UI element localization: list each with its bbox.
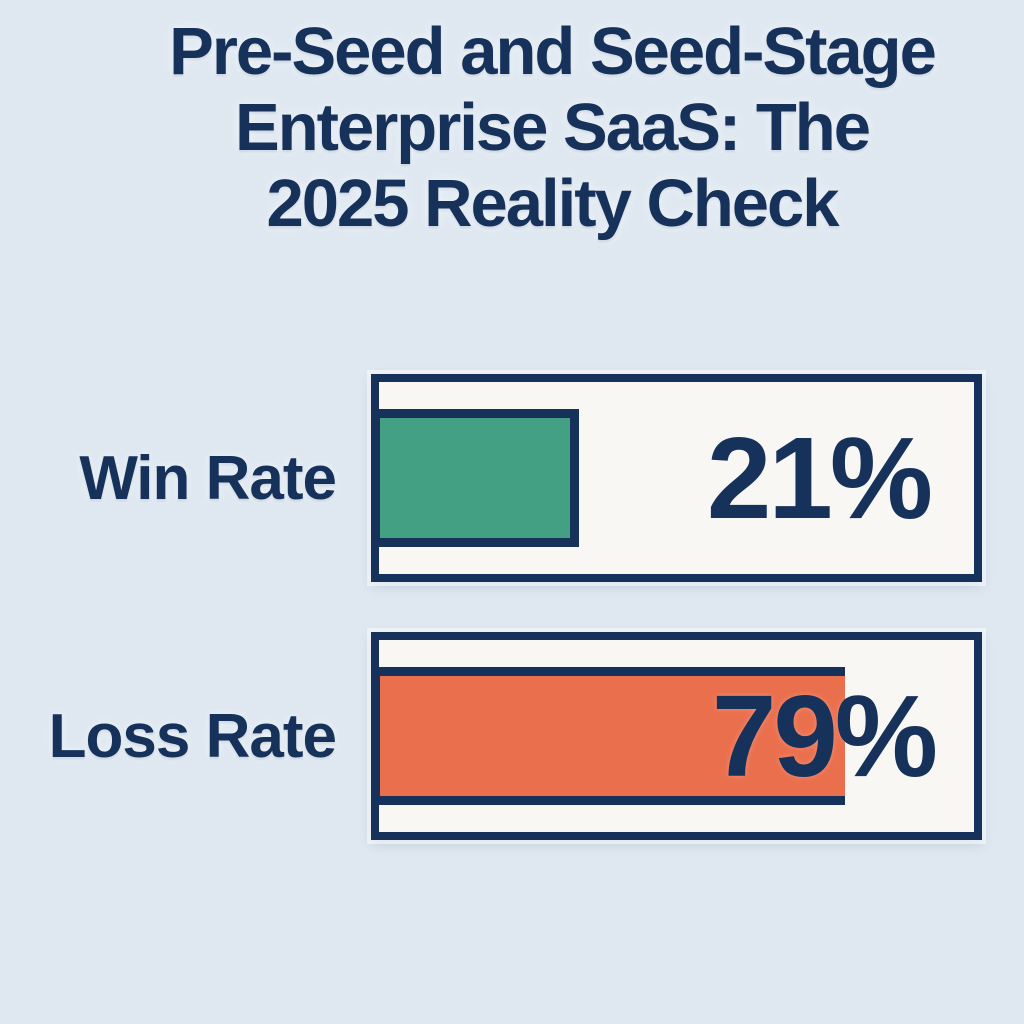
bar-track-win-rate: 21% [371, 374, 982, 582]
bar-fill-loss-rate [371, 667, 845, 805]
bar-label-loss-rate: Loss Rate [48, 701, 337, 771]
bar-fill-win-rate [371, 409, 579, 547]
chart-title-line-1: Pre-Seed and Seed-Stage [169, 14, 937, 89]
chart-title-line-3: 2025 Reality Check [266, 166, 839, 241]
chart-title: Pre-Seed and Seed-Stage Enterprise SaaS:… [90, 14, 1014, 242]
bar-track-loss-rate: 79% [371, 632, 982, 840]
bar-row-win-rate: Win Rate 21% [0, 374, 1024, 582]
bar-value-win-rate: 21% [706, 413, 933, 543]
bar-value-loss-rate: 79% [711, 671, 938, 801]
chart-title-line-2: Enterprise SaaS: The [235, 90, 871, 165]
bar-row-loss-rate: Loss Rate 79% [0, 632, 1024, 840]
bar-label-win-rate: Win Rate [79, 443, 337, 513]
